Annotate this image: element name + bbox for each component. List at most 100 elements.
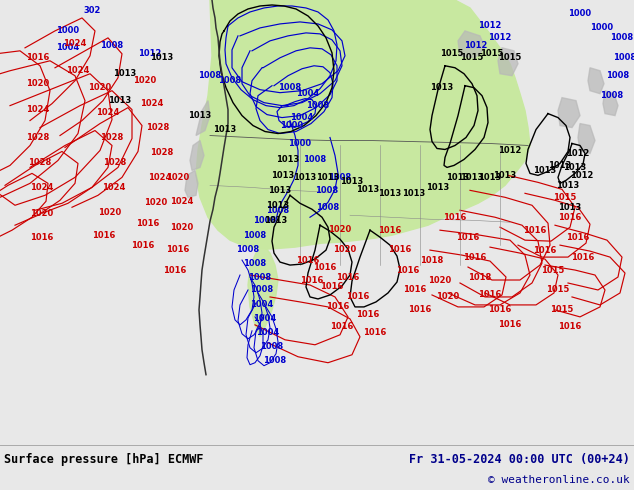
Text: 1024: 1024	[67, 66, 89, 75]
Polygon shape	[248, 247, 278, 337]
Text: 1008: 1008	[304, 155, 327, 164]
Text: 1016: 1016	[388, 245, 411, 254]
Text: 1013: 1013	[316, 173, 340, 182]
Text: 1013: 1013	[271, 171, 295, 180]
Text: 1016: 1016	[408, 305, 432, 315]
Text: 1015: 1015	[553, 193, 577, 202]
Text: 1008: 1008	[278, 83, 302, 92]
Text: 1016: 1016	[30, 233, 54, 242]
Text: 1020: 1020	[436, 293, 460, 301]
Text: 1004: 1004	[254, 315, 276, 323]
Text: 1012: 1012	[571, 171, 593, 180]
Text: 1018: 1018	[420, 256, 444, 265]
Text: 1016: 1016	[327, 302, 350, 312]
Text: 1015: 1015	[547, 286, 570, 294]
Text: 1018: 1018	[469, 272, 491, 282]
Text: 1008: 1008	[264, 356, 287, 365]
Text: 1012: 1012	[498, 146, 522, 155]
Text: 1016: 1016	[488, 305, 512, 315]
Text: 1024: 1024	[63, 39, 87, 49]
Text: 1013: 1013	[446, 173, 470, 182]
Text: 1013: 1013	[378, 189, 401, 198]
Text: 1015: 1015	[481, 49, 503, 58]
Text: 1008: 1008	[219, 76, 242, 85]
Polygon shape	[196, 100, 210, 136]
Text: 302: 302	[83, 6, 101, 16]
Text: 1016: 1016	[296, 256, 320, 265]
Text: 1013: 1013	[460, 173, 484, 182]
Polygon shape	[458, 31, 485, 58]
Text: 1008: 1008	[261, 343, 283, 351]
Text: 1008: 1008	[250, 286, 273, 294]
Text: 1016: 1016	[166, 245, 190, 254]
Text: 1013: 1013	[356, 185, 380, 194]
Text: 1000: 1000	[56, 26, 79, 35]
Text: Surface pressure [hPa] ECMWF: Surface pressure [hPa] ECMWF	[4, 453, 204, 466]
Text: 1013: 1013	[294, 173, 316, 182]
Polygon shape	[498, 48, 518, 76]
Text: 1000: 1000	[590, 24, 614, 32]
Text: 1000: 1000	[280, 121, 304, 130]
Polygon shape	[558, 98, 580, 127]
Text: 1015: 1015	[550, 305, 574, 315]
Text: 1028: 1028	[150, 148, 174, 157]
Text: 1004: 1004	[56, 43, 80, 52]
Text: 1020: 1020	[429, 275, 451, 285]
Text: 1016: 1016	[164, 266, 186, 274]
Text: 1024: 1024	[30, 183, 54, 192]
Polygon shape	[185, 171, 198, 197]
Text: 1004: 1004	[250, 300, 274, 309]
Text: 1020: 1020	[171, 222, 193, 232]
Text: 1024: 1024	[102, 183, 126, 192]
Text: 1016: 1016	[346, 293, 370, 301]
Text: 1013: 1013	[403, 189, 425, 198]
Text: 1016: 1016	[571, 252, 595, 262]
Text: 1020: 1020	[133, 76, 157, 85]
Text: 1016: 1016	[313, 263, 337, 271]
Text: 1016: 1016	[356, 310, 380, 319]
Text: 1016: 1016	[559, 322, 581, 331]
Text: 1013: 1013	[430, 83, 453, 92]
Text: 1015: 1015	[498, 53, 522, 62]
Text: 1024: 1024	[148, 173, 172, 182]
Text: 1016: 1016	[131, 241, 155, 249]
Text: 1016: 1016	[93, 231, 115, 240]
Text: 1020: 1020	[30, 209, 54, 218]
Text: 1016: 1016	[443, 213, 467, 222]
Text: 1012: 1012	[464, 41, 488, 50]
Polygon shape	[588, 68, 604, 94]
Polygon shape	[603, 91, 618, 116]
Text: 1016: 1016	[463, 252, 487, 262]
Text: 1013: 1013	[479, 173, 501, 182]
Text: 1020: 1020	[166, 173, 190, 182]
Text: 1013: 1013	[276, 155, 300, 164]
Text: 1013: 1013	[557, 181, 579, 190]
Text: 1008: 1008	[316, 203, 340, 212]
Text: 1016: 1016	[566, 233, 590, 242]
Text: 1024: 1024	[96, 108, 120, 117]
Text: 1008: 1008	[243, 231, 266, 240]
Text: 1008: 1008	[266, 206, 290, 215]
Text: 1028: 1028	[100, 133, 124, 142]
Text: 1016: 1016	[523, 226, 547, 235]
Text: 1004: 1004	[256, 328, 280, 337]
Text: 1013: 1013	[564, 163, 586, 172]
Text: 1016: 1016	[363, 328, 387, 337]
Text: 1004: 1004	[296, 89, 320, 98]
Text: 1028: 1028	[27, 133, 49, 142]
Text: 1015: 1015	[460, 53, 484, 62]
Text: 1028: 1028	[146, 123, 170, 132]
Text: 1016: 1016	[403, 286, 427, 294]
Text: 1020: 1020	[328, 225, 352, 234]
Text: 1020: 1020	[27, 79, 49, 88]
Text: 1024: 1024	[27, 105, 49, 114]
Text: 1013: 1013	[268, 186, 292, 195]
Text: 1016: 1016	[396, 266, 420, 274]
Text: 1008: 1008	[607, 71, 630, 80]
Text: 1004: 1004	[290, 113, 314, 122]
Text: 1013: 1013	[548, 161, 572, 170]
Text: Fr 31-05-2024 00:00 UTC (00+24): Fr 31-05-2024 00:00 UTC (00+24)	[409, 453, 630, 466]
Text: 1016: 1016	[320, 283, 344, 292]
Text: 1008: 1008	[198, 71, 221, 80]
Text: 1013: 1013	[493, 171, 517, 180]
